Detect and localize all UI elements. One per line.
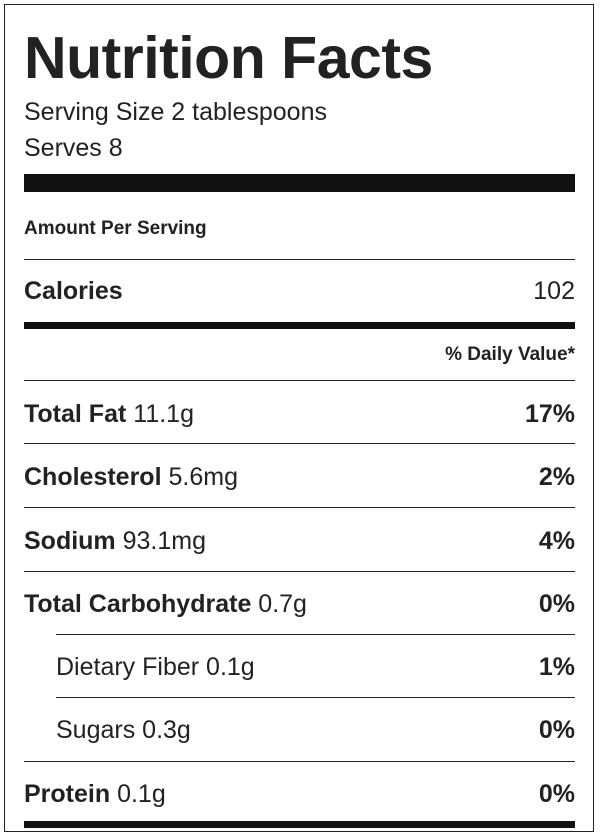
nutrient-name: Total Fat [24, 400, 127, 428]
nutrient-amount: 0.1g [117, 780, 166, 808]
nutrient-row-sugars: Sugars 0.3g 0% [56, 710, 575, 750]
nutrient-daily-value: 0% [538, 780, 575, 808]
nutrient-amount: 0.1g [206, 653, 255, 681]
nutrient-daily-value: 2% [538, 463, 575, 491]
calories-row: Calories 102 [24, 271, 575, 311]
nutrient-amount: 0.3g [142, 716, 191, 744]
divider [24, 259, 575, 260]
servings-count: Serves 8 [24, 134, 123, 162]
nutrient-row-total-fat: Total Fat 11.1g 17% [24, 394, 575, 434]
nutrition-label-content: Nutrition Facts Serving Size 2 tablespoo… [24, 5, 575, 831]
nutrient-daily-value: 0% [538, 716, 575, 744]
thick-divider [24, 174, 575, 192]
nutrient-amount: 11.1g [133, 400, 194, 428]
nutrient-name: Total Carbohydrate [24, 590, 252, 618]
nutrient-amount: 93.1mg [122, 527, 207, 555]
divider [24, 571, 575, 572]
divider [24, 507, 575, 508]
calories-value: 102 [533, 277, 575, 305]
divider [24, 380, 575, 381]
nutrient-row-total-carbohydrate: Total Carbohydrate 0.7g 0% [24, 584, 575, 624]
nutrient-name: Protein [24, 780, 111, 808]
nutrition-label: Nutrition Facts Serving Size 2 tablespoo… [4, 4, 594, 832]
calories-label: Calories [24, 277, 123, 305]
nutrient-name: Sugars [56, 716, 136, 744]
divider [56, 697, 575, 698]
nutrient-daily-value: 1% [538, 653, 575, 681]
nutrient-name: Dietary Fiber [56, 653, 200, 681]
divider [24, 443, 575, 444]
daily-value-header: % Daily Value* [445, 344, 575, 365]
nutrient-row-protein: Protein 0.1g 0% [24, 774, 575, 814]
nutrient-name: Cholesterol [24, 463, 162, 491]
nutrient-daily-value: 17% [524, 400, 575, 428]
label-title: Nutrition Facts [24, 25, 433, 91]
bottom-divider [24, 821, 575, 828]
nutrient-daily-value: 0% [538, 590, 575, 618]
divider [56, 634, 575, 635]
nutrient-daily-value: 4% [538, 527, 575, 555]
medium-divider [24, 322, 575, 329]
nutrient-row-cholesterol: Cholesterol 5.6mg 2% [24, 457, 575, 497]
amount-per-serving: Amount Per Serving [24, 218, 207, 239]
nutrient-amount: 5.6mg [168, 463, 238, 491]
nutrient-name: Sodium [24, 527, 116, 555]
serving-size: Serving Size 2 tablespoons [24, 98, 327, 126]
nutrient-row-sodium: Sodium 93.1mg 4% [24, 521, 575, 561]
nutrient-row-dietary-fiber: Dietary Fiber 0.1g 1% [56, 647, 575, 687]
nutrient-amount: 0.7g [258, 590, 307, 618]
divider [24, 761, 575, 762]
